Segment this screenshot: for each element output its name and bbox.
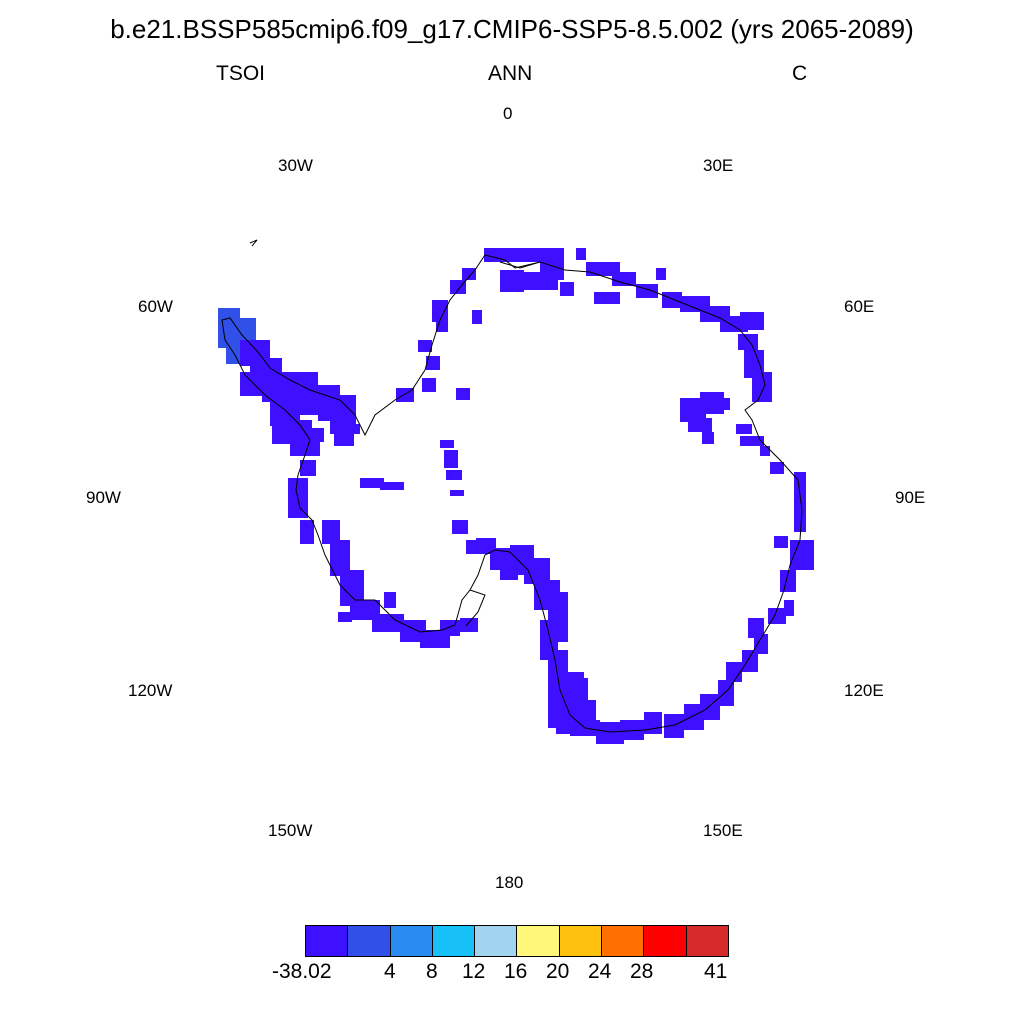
tsoi-fill-cell (738, 334, 758, 350)
tsoi-fill-cell (446, 470, 462, 480)
tsoi-fill-cell (418, 340, 432, 352)
tsoi-fill-cell (794, 472, 806, 532)
colorbar-swatch (602, 926, 644, 956)
tsoi-fill-cell (548, 592, 568, 624)
tsoi-fill-cell (472, 310, 482, 324)
colorbar-label: 24 (588, 960, 611, 984)
tsoi-fill-cell (662, 292, 682, 308)
tsoi-fill-cell (372, 614, 404, 632)
lon-label-60e: 60E (844, 297, 874, 317)
colorbar-swatch (348, 926, 390, 956)
tsoi-fill-cell (644, 712, 662, 734)
colorbar-label: 16 (504, 960, 527, 984)
tsoi-fill-cell (422, 378, 436, 392)
colorbar-label: 28 (630, 960, 653, 984)
tsoi-fill-cell (436, 318, 448, 332)
lon-label-30e: 30E (703, 156, 733, 176)
tsoi-fill-cell (576, 248, 586, 260)
tsoi-fill-cell (476, 538, 496, 554)
colorbar-swatch (391, 926, 433, 956)
tsoi-fill-cell (770, 462, 784, 474)
tsoi-fill-cell (552, 624, 568, 642)
colorbar-swatch (433, 926, 475, 956)
tsoi-fill-cell (566, 672, 584, 702)
lon-label-90w: 90W (86, 488, 121, 508)
lon-label-150w: 150W (268, 821, 312, 841)
lon-label-120w: 120W (128, 681, 172, 701)
colorbar-label: 41 (704, 960, 727, 984)
colorbar-swatch (306, 926, 348, 956)
tsoi-fill-cell (520, 248, 564, 262)
tsoi-fill-cell (500, 560, 518, 580)
tsoi-fill-cell (736, 424, 752, 434)
tsoi-fill-cell (500, 270, 524, 292)
lon-label-60w: 60W (138, 297, 173, 317)
tsoi-fill-cell (450, 280, 466, 294)
colorbar-swatch (517, 926, 559, 956)
tsoi-fill-cell (300, 520, 314, 544)
tsoi-fill-cell (444, 450, 458, 468)
lon-label-0: 0 (503, 104, 512, 124)
tsoi-fill-cell (524, 272, 558, 290)
lon-label-30w: 30W (278, 156, 313, 176)
colorbar-swatch (687, 926, 728, 956)
tsoi-fill-cell (742, 650, 758, 672)
tsoi-fill-cell (440, 620, 460, 636)
lon-label-90e: 90E (895, 488, 925, 508)
tsoi-fill-cell (716, 398, 730, 410)
tsoi-fill-cell (752, 372, 772, 402)
tsoi-fill-cell (456, 388, 470, 400)
antarctica-map (0, 0, 1024, 1024)
tsoi-fill-cell (726, 662, 742, 682)
colorbar-label: 12 (462, 960, 485, 984)
tsoi-fill-cell (740, 312, 764, 330)
tsoi-fill-cell (688, 418, 712, 432)
tsoi-fill-cell (462, 268, 476, 280)
colorbar-swatch (475, 926, 517, 956)
tsoi-fill-cell (342, 424, 360, 434)
tsoi-fill-cell (338, 612, 352, 622)
tsoi-fill-cell (380, 482, 404, 490)
tsoi-fill-cell (452, 520, 468, 534)
lon-label-180: 180 (495, 873, 523, 893)
tsoi-fill-cell (334, 432, 354, 446)
colorbar (305, 925, 729, 957)
tsoi-fill-cell (540, 640, 552, 660)
tsoi-fill-cell (560, 282, 574, 296)
tsoi-fill-cell (450, 490, 464, 496)
tsoi-fill-cell (596, 722, 624, 744)
tsoi-fill-cell (460, 618, 478, 632)
tsoi-fill-cell (440, 440, 454, 448)
tsoi-fill-cell (636, 284, 658, 298)
tsoi-fill-cell (656, 268, 666, 280)
tsoi-fill-cell (774, 536, 788, 548)
lon-label-150e: 150E (703, 821, 743, 841)
colorbar-label: -38.02 (272, 960, 332, 984)
colorbar-label: 4 (384, 960, 396, 984)
lon-label-120e: 120E (844, 681, 884, 701)
colorbar-swatch (644, 926, 686, 956)
colorbar-swatch (560, 926, 602, 956)
tsoi-fill-cell (594, 292, 620, 304)
tsoi-fill-cell (760, 446, 770, 456)
colorbar-label: 8 (426, 960, 438, 984)
tsoi-fill-cell (684, 704, 704, 730)
figure: b.e21.BSSP585cmip6.f09_g17.CMIP6-SSP5-8.… (0, 0, 1024, 1024)
colorbar-label: 20 (546, 960, 569, 984)
tsoi-fill-cell (612, 272, 636, 286)
tsoi-fill-cell (384, 592, 396, 608)
tsoi-fill-cell (702, 432, 714, 444)
tsoi-fill-patches (218, 248, 814, 744)
